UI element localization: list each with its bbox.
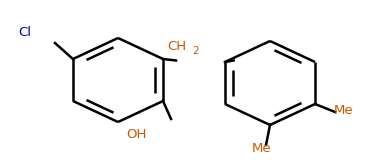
Text: Me: Me xyxy=(252,143,272,155)
Text: Cl: Cl xyxy=(18,26,31,38)
Text: Me: Me xyxy=(334,103,354,116)
Text: OH: OH xyxy=(126,129,146,142)
Text: 2: 2 xyxy=(192,46,199,56)
Text: CH: CH xyxy=(167,40,186,53)
